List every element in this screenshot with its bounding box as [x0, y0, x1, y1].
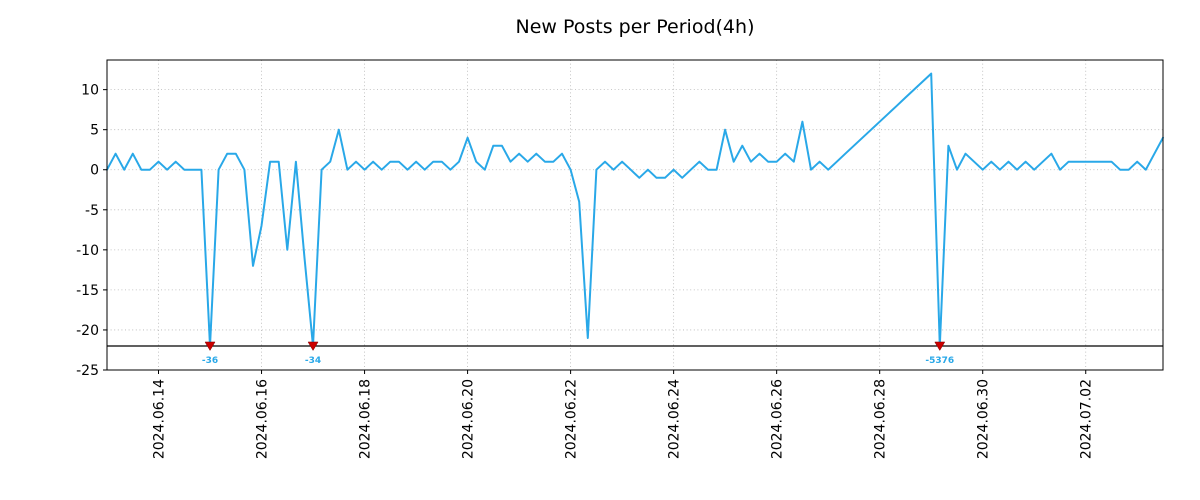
y-tick-label: -5 [85, 203, 99, 219]
x-tick-label: 2024.06.14 [152, 379, 168, 459]
x-tick-label: 2024.06.24 [667, 379, 683, 459]
clip-annotation-label: -36 [202, 356, 218, 366]
y-tick-label: 10 [81, 83, 99, 99]
x-tick-label: 2024.06.28 [873, 379, 889, 459]
x-tick-label: 2024.06.18 [358, 379, 374, 459]
y-tick-label: -15 [76, 283, 99, 299]
data-line [106, 72, 1164, 347]
y-tick-label: 5 [90, 123, 99, 139]
x-tick-label: 2024.06.22 [564, 379, 580, 459]
x-tick-label: 2024.06.20 [461, 379, 477, 459]
chart-title: New Posts per Period(4h) [515, 16, 755, 38]
clip-marker-triangle-icon [934, 341, 946, 351]
clip-marker-triangle-icon [307, 341, 319, 351]
clip-annotation-label: -5376 [925, 356, 954, 366]
clip-marker-triangle-icon [204, 341, 216, 351]
y-tick-label: 0 [90, 163, 99, 179]
clip-annotation-label: -34 [305, 356, 321, 366]
y-tick-label: -20 [76, 323, 99, 339]
x-tick-label: 2024.06.30 [976, 379, 992, 459]
x-tick-label: 2024.06.26 [770, 379, 786, 459]
plot-border [106, 59, 1164, 371]
y-tick-label: -10 [76, 243, 99, 259]
x-tick-label: 2024.06.16 [255, 379, 271, 459]
x-tick-label: 2024.07.02 [1079, 379, 1095, 459]
y-tick-label: -25 [76, 363, 99, 379]
